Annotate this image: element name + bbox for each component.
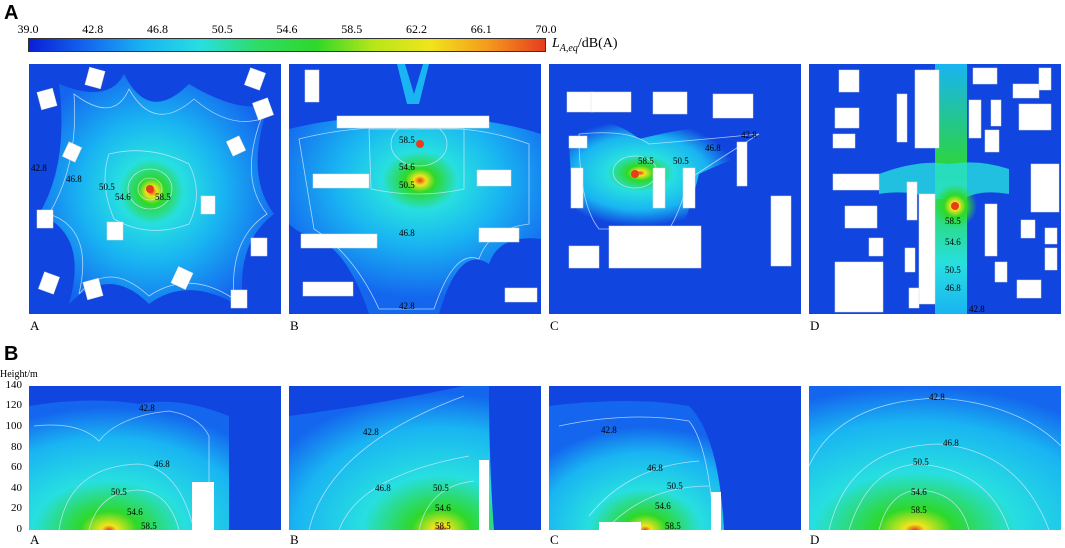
colorbar-tick: 58.5: [341, 22, 363, 36]
section-b-label: B: [4, 343, 19, 365]
contour-label: 42.8: [969, 304, 985, 314]
contour-label: 58.5: [945, 216, 961, 226]
contour-label: 58.5: [155, 192, 171, 202]
contour-label: 54.6: [435, 503, 451, 513]
section-panel-label: B: [290, 532, 299, 547]
contour-label: 54.6: [115, 192, 131, 202]
contour-label: 46.8: [154, 459, 170, 469]
y-tick: 0: [16, 523, 23, 535]
colorbar-tick: 50.5: [211, 22, 233, 36]
colorbar-tick: 54.6: [276, 22, 298, 36]
contour-label: 42.8: [31, 163, 47, 173]
contour-label: 46.8: [375, 483, 391, 493]
unit-prefix: L: [552, 36, 560, 51]
contour-label: 46.8: [705, 143, 721, 153]
contour-label: 50.5: [433, 483, 449, 493]
contour-label: 54.6: [945, 237, 961, 247]
y-tick: 140: [5, 379, 23, 391]
y-axis-title: Height/m: [0, 369, 38, 380]
colorbar-ticks: 39.0 42.8 46.8 50.5 54.6 58.5 62.2 66.1 …: [18, 22, 557, 36]
section-panel-c: 42.8 46.8 50.5 54.6 58.5: [549, 386, 801, 530]
contour-label: 46.8: [399, 228, 415, 238]
contour-label: 58.5: [638, 156, 654, 166]
section-panel-b: 42.8 46.8 50.5 54.6 58.5: [289, 386, 541, 530]
plan-panel-b: 58.5 54.6 50.5 46.8 42.8: [289, 64, 541, 314]
plan-panel-label: A: [30, 318, 40, 333]
plan-panel-label: C: [550, 318, 559, 333]
contour-label: 46.8: [945, 283, 961, 293]
contour-label: 42.8: [139, 403, 155, 413]
contour-label: 50.5: [111, 487, 127, 497]
contour-label: 54.6: [911, 487, 927, 497]
contour-label: 58.5: [399, 135, 415, 145]
colorbar-unit-label: LA,eq/dB(A): [552, 36, 618, 54]
colorbar-tick: 70.0: [535, 22, 557, 36]
y-tick: 120: [5, 399, 23, 411]
contour-label: 42.8: [741, 130, 757, 140]
y-tick: 60: [11, 461, 22, 473]
colorbar-tick: 39.0: [17, 22, 39, 36]
contour-label: 50.5: [913, 457, 929, 467]
section-panel-label: A: [30, 532, 40, 547]
colorbar-tick: 46.8: [147, 22, 168, 36]
contour-label: 58.5: [435, 521, 451, 530]
contour-label: 42.8: [399, 301, 415, 311]
colorbar: [28, 38, 546, 52]
y-tick: 100: [5, 420, 23, 432]
contour-label: 58.5: [665, 521, 681, 530]
plan-panel-label: B: [290, 318, 299, 333]
contour-label: 42.8: [929, 392, 945, 402]
section-panel-label: D: [810, 532, 820, 547]
contour-label: 50.5: [399, 180, 415, 190]
colorbar-tick: 66.1: [470, 22, 492, 36]
y-tick: 40: [11, 482, 22, 494]
contour-label: 42.8: [363, 427, 379, 437]
section-panel-a: 42.8 46.8 50.5 54.6 58.5: [29, 386, 281, 530]
colorbar-tick: 62.2: [406, 22, 427, 36]
contour-label: 54.6: [127, 507, 143, 517]
contour-label: 50.5: [667, 481, 683, 491]
plan-panel-label: D: [810, 318, 820, 333]
unit-sub: A,eq: [559, 42, 578, 54]
section-a-label: A: [4, 2, 19, 24]
contour-label: 46.8: [647, 463, 663, 473]
section-panel-d: 42.8 46.8 50.5 54.6 58.5: [809, 386, 1061, 530]
contour-label: 50.5: [945, 265, 961, 275]
contour-label: 58.5: [911, 505, 927, 515]
unit-suffix: /dB(A): [577, 36, 618, 51]
contour-label: 46.8: [943, 438, 959, 448]
contour-label: 46.8: [66, 174, 82, 184]
y-tick: 20: [11, 502, 22, 514]
plan-panel-c: 42.8 46.8 58.5 50.5: [549, 64, 801, 314]
contour-label: 54.6: [655, 501, 671, 511]
contour-label: 42.8: [601, 425, 617, 435]
section-panel-label: C: [550, 532, 559, 547]
contour-label: 50.5: [99, 182, 115, 192]
colorbar-tick: 42.8: [82, 22, 104, 36]
contour-label: 58.5: [141, 521, 157, 530]
contour-label: 54.6: [399, 162, 415, 172]
plan-panel-a: 42.8 46.8 50.5 54.6 58.5: [29, 64, 281, 314]
plan-panel-d: 58.5 54.6 50.5 46.8 42.8: [809, 64, 1061, 314]
y-tick: 80: [11, 441, 22, 453]
contour-label: 50.5: [673, 156, 689, 166]
